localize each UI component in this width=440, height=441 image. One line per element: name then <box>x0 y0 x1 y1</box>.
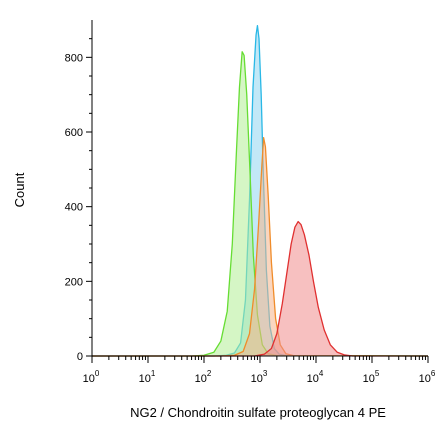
series-2-area <box>92 137 428 356</box>
axes-layer <box>86 20 429 363</box>
x-tick-label: 104 <box>307 369 324 385</box>
y-tick-label: 200 <box>65 276 83 288</box>
y-tick-label: 600 <box>65 127 83 139</box>
x-tick-label: 100 <box>83 369 100 385</box>
x-tick-label: 105 <box>363 369 380 385</box>
labels-layer: 0 200 400 600 800 100 101 102 103 104 105 106 NG2 / … <box>12 52 436 420</box>
y-tick-label: 400 <box>65 202 83 214</box>
x-tick-label: 102 <box>195 369 212 385</box>
x-axis-title: NG2 / Chondroitin sulfate proteoglycan 4… <box>130 405 386 420</box>
y-axis-title: Count <box>12 172 27 207</box>
y-tick-label: 800 <box>65 52 83 64</box>
x-tick-label: 106 <box>419 369 436 385</box>
series-3-line <box>92 220 428 357</box>
x-tick-label: 103 <box>251 369 268 385</box>
series-layer <box>92 24 429 357</box>
x-tick-label: 101 <box>139 369 156 385</box>
y-tick-label: 0 <box>77 351 83 363</box>
